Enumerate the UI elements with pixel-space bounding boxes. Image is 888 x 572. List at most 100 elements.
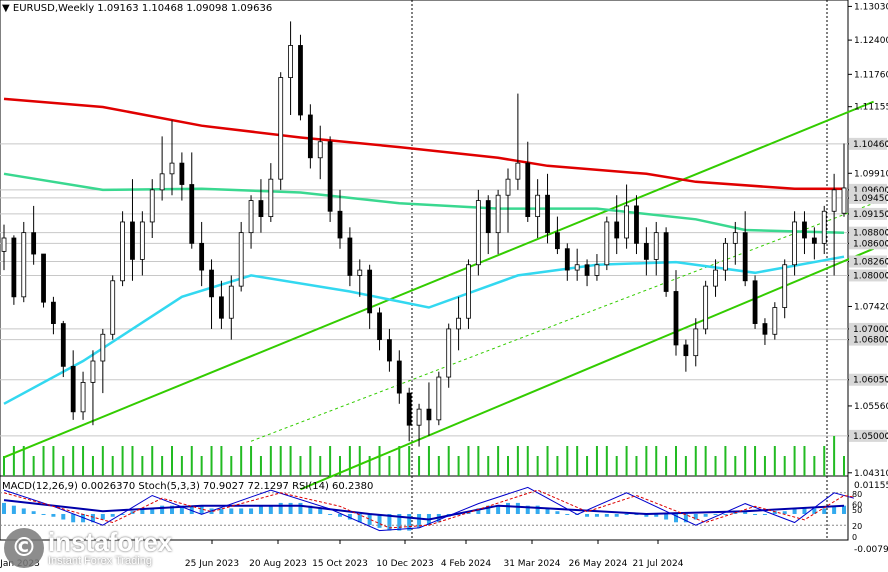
price-level-box bbox=[849, 269, 887, 282]
macd-histogram-bar bbox=[21, 508, 26, 514]
candle-body bbox=[802, 221, 807, 239]
volume-bar bbox=[378, 446, 381, 476]
volume-bar bbox=[595, 446, 598, 476]
chart-header: ▼ EURUSD,Weekly 1.09163 1.10468 1.09098 … bbox=[2, 3, 272, 14]
macd-histogram-bar bbox=[762, 513, 767, 515]
macd-histogram-bar bbox=[713, 513, 718, 515]
candle-body bbox=[772, 307, 778, 335]
macd-histogram-bar bbox=[170, 505, 174, 514]
volume-bar bbox=[684, 456, 687, 476]
volume-bar bbox=[714, 456, 717, 476]
macd-histogram-bar bbox=[347, 513, 352, 520]
volume-bar bbox=[526, 446, 529, 476]
macd-histogram-bar bbox=[515, 502, 520, 514]
macd-histogram-bar bbox=[367, 513, 372, 526]
macd-histogram-bar bbox=[31, 511, 36, 514]
candle-body bbox=[584, 264, 590, 276]
volume-bar bbox=[694, 446, 697, 476]
candle-body bbox=[337, 210, 343, 239]
macd-histogram-bar bbox=[51, 513, 56, 517]
volume-bar bbox=[259, 456, 262, 476]
macd-histogram-bar bbox=[723, 513, 728, 515]
candle-body bbox=[238, 232, 244, 287]
macd-histogram-bar bbox=[318, 508, 323, 514]
stoch-main-line bbox=[3, 486, 855, 532]
macd-histogram-bar bbox=[496, 505, 501, 514]
price-level-label: 1.05000 bbox=[853, 432, 888, 442]
candle-body bbox=[21, 232, 27, 298]
macd-histogram-bar bbox=[683, 513, 688, 523]
candle-body bbox=[752, 280, 758, 324]
candle-body bbox=[604, 221, 610, 266]
macd-histogram-bar bbox=[100, 513, 105, 520]
volume-bar bbox=[398, 446, 401, 476]
volume-bar bbox=[101, 446, 104, 476]
stoch-scale-label: 80 bbox=[852, 490, 862, 499]
candle-body bbox=[1, 237, 7, 252]
macd-histogram-bar bbox=[120, 513, 125, 515]
chart-frame bbox=[0, 0, 849, 541]
candle-body bbox=[732, 232, 738, 244]
volume-bar bbox=[566, 446, 569, 476]
dropdown-arrow-icon[interactable]: ▼ bbox=[2, 3, 10, 14]
candle-body bbox=[663, 232, 669, 292]
macd-histogram-bar bbox=[357, 513, 362, 523]
volume-bar bbox=[309, 446, 312, 476]
price-level-label: 1.09600 bbox=[853, 186, 888, 196]
volume-bar bbox=[368, 456, 371, 476]
macd-histogram-bar bbox=[486, 505, 491, 514]
candle-body bbox=[475, 200, 481, 266]
macd-histogram-bar bbox=[664, 513, 669, 520]
volume-bar bbox=[724, 446, 727, 476]
candle-body bbox=[169, 162, 175, 175]
volume-bar bbox=[487, 456, 490, 476]
macd-histogram-bar bbox=[407, 513, 412, 531]
volume-bar bbox=[418, 456, 421, 476]
volume-bar bbox=[190, 446, 193, 476]
candle-body bbox=[258, 200, 264, 218]
price-level-label: 1.09150 bbox=[853, 210, 888, 220]
volume-bar bbox=[299, 456, 302, 476]
candle-body bbox=[574, 264, 580, 271]
macd-histogram-bar bbox=[753, 513, 758, 515]
macd-histogram-bar bbox=[387, 513, 392, 531]
candle-body bbox=[41, 253, 46, 303]
price-level-label: 1.08800 bbox=[853, 229, 888, 239]
macd-histogram-bar bbox=[268, 505, 273, 514]
macd-histogram-bar bbox=[150, 508, 155, 514]
logo-icon: © bbox=[4, 528, 44, 568]
candle-body bbox=[120, 221, 125, 282]
volume-bar bbox=[655, 446, 658, 476]
macd-histogram-bar bbox=[614, 513, 619, 517]
price-level-label: 1.06050 bbox=[853, 376, 888, 386]
volume-bar bbox=[200, 456, 203, 476]
macd-histogram-bar bbox=[703, 513, 708, 517]
logo-name: instaforex bbox=[48, 527, 173, 557]
volume-bar bbox=[269, 446, 272, 476]
candle-body bbox=[189, 184, 195, 244]
price-level-label: 1.08600 bbox=[853, 239, 888, 249]
candle-body bbox=[139, 221, 145, 260]
volume-bar bbox=[625, 446, 628, 476]
candle-body bbox=[742, 232, 748, 282]
candle-body bbox=[505, 178, 511, 196]
volume-bar bbox=[111, 456, 114, 476]
macd-histogram-bar bbox=[298, 502, 303, 514]
volume-bar bbox=[556, 456, 559, 476]
volume-bar bbox=[467, 446, 470, 476]
stoch-signal-line bbox=[3, 489, 854, 529]
candle-body bbox=[347, 237, 353, 276]
candle-body bbox=[515, 162, 521, 180]
volume-bar bbox=[408, 446, 411, 476]
macd-histogram-bar bbox=[328, 513, 333, 515]
brand-logo: © instaforex Instant Forex Trading bbox=[4, 528, 172, 568]
volume-bar bbox=[42, 446, 45, 476]
candle-body bbox=[219, 296, 224, 319]
volume-bar bbox=[52, 446, 55, 476]
volume-bar bbox=[12, 446, 15, 476]
volume-bar bbox=[289, 446, 292, 476]
macd-histogram-bar bbox=[229, 508, 234, 514]
candle-body bbox=[841, 187, 847, 214]
candle-body bbox=[673, 291, 679, 346]
indicator-header: MACD(12,26,9) 0.0026370 Stoch(5,3,3) 70.… bbox=[2, 481, 374, 492]
